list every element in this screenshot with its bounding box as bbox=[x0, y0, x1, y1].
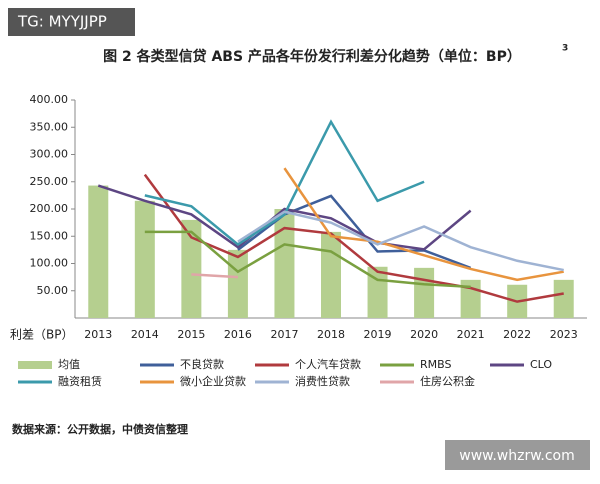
bar bbox=[134, 200, 155, 318]
watermark-box bbox=[445, 440, 590, 470]
line bbox=[283, 167, 564, 282]
line bbox=[191, 273, 238, 279]
bar bbox=[553, 279, 574, 318]
chart-title: 图 2 各类型信贷 ABS 产品各年份发行利差分化趋势（单位：BP） bbox=[103, 48, 521, 65]
x-tick-label: 2016 bbox=[224, 328, 252, 341]
y-tick-label: 50.00 bbox=[37, 284, 69, 297]
x-tick-label: 2022 bbox=[503, 328, 531, 341]
legend-label: 住房公积金 bbox=[420, 374, 475, 388]
x-tick-label: 2013 bbox=[84, 328, 112, 341]
x-tick-label: 2021 bbox=[457, 328, 485, 341]
legend-label: 微小企业贷款 bbox=[180, 374, 246, 388]
watermark: www.whzrw.com bbox=[459, 448, 574, 464]
legend-label: 个人汽车贷款 bbox=[295, 357, 361, 371]
y-tick-label: 150.00 bbox=[30, 229, 69, 242]
legend-label: 均值 bbox=[58, 358, 80, 371]
bar bbox=[321, 231, 341, 318]
bar bbox=[181, 219, 202, 318]
x-tick-label: 2014 bbox=[131, 328, 159, 341]
y-tick-label: 350.00 bbox=[30, 120, 69, 133]
legend-swatch bbox=[18, 361, 52, 369]
y-tick-label: 100.00 bbox=[30, 257, 69, 270]
badge-box bbox=[8, 8, 135, 36]
line bbox=[144, 119, 425, 246]
source: 数据来源：公开数据，中债资信整理 bbox=[12, 422, 188, 436]
line bbox=[144, 230, 471, 289]
bar bbox=[274, 209, 295, 318]
y-tick-label: 400.00 bbox=[30, 93, 69, 106]
line bbox=[143, 173, 564, 303]
x-tick-label: 2023 bbox=[550, 328, 578, 341]
x-tick-label: 2017 bbox=[270, 328, 298, 341]
badge: TG: MYYJJPP bbox=[17, 13, 107, 31]
bar bbox=[88, 185, 109, 318]
line bbox=[97, 184, 472, 251]
line bbox=[237, 210, 564, 272]
x-tick-label: 2020 bbox=[410, 328, 438, 341]
x-tick-label: 2019 bbox=[364, 328, 392, 341]
bar bbox=[414, 267, 435, 318]
y-tick-label: 300.00 bbox=[30, 148, 69, 161]
x-tick-label: 2015 bbox=[177, 328, 205, 341]
legend-label: 不良贷款 bbox=[180, 357, 224, 371]
bar bbox=[227, 249, 248, 318]
y-tick-label: 200.00 bbox=[30, 202, 69, 215]
legend-label: CLO bbox=[530, 358, 552, 371]
x-tick-label: 2018 bbox=[317, 328, 345, 341]
y-axis-label: 利差（BP） bbox=[10, 328, 73, 342]
legend-label: 融资租赁 bbox=[58, 374, 102, 388]
legend-label: RMBS bbox=[420, 358, 451, 371]
title-note: 3 bbox=[562, 44, 568, 54]
legend-label: 消费性贷款 bbox=[295, 374, 350, 388]
y-tick-label: 250.00 bbox=[30, 175, 69, 188]
